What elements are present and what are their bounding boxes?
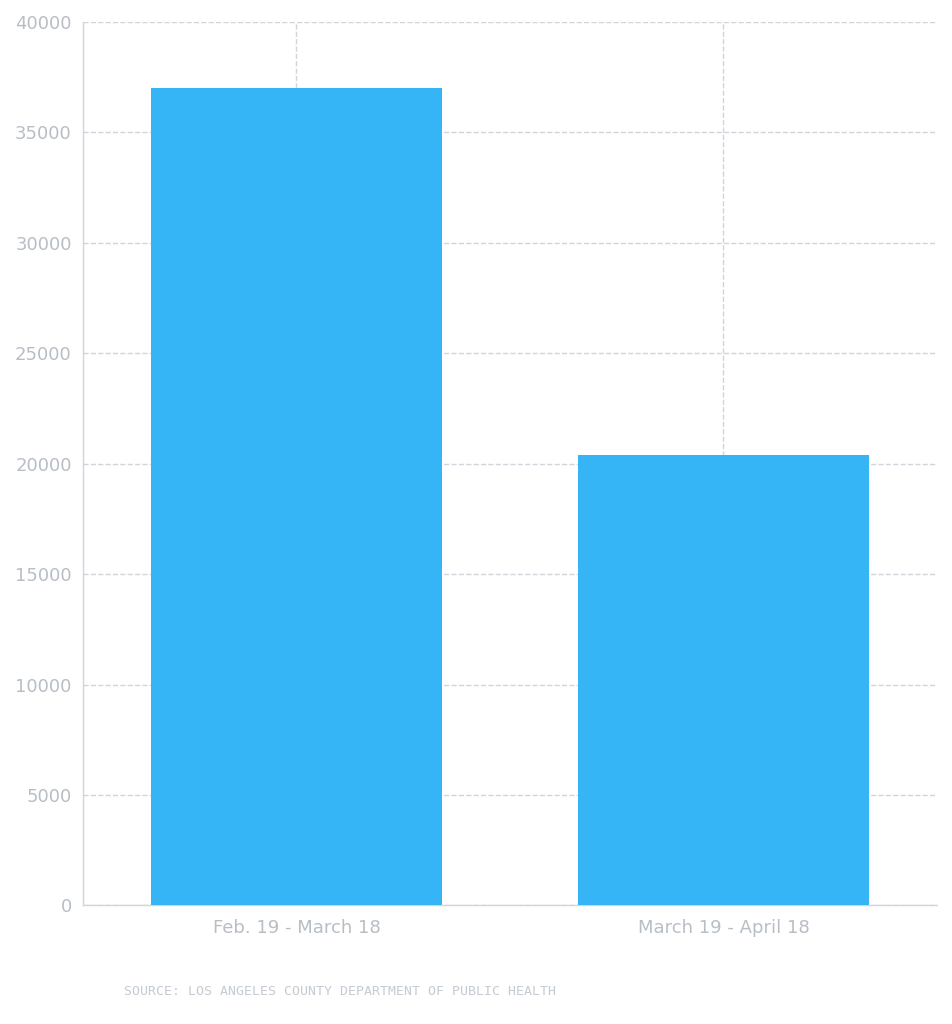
Bar xyxy=(151,88,442,905)
Bar xyxy=(578,455,868,905)
Text: SOURCE: LOS ANGELES COUNTY DEPARTMENT OF PUBLIC HEALTH: SOURCE: LOS ANGELES COUNTY DEPARTMENT OF… xyxy=(124,985,556,998)
